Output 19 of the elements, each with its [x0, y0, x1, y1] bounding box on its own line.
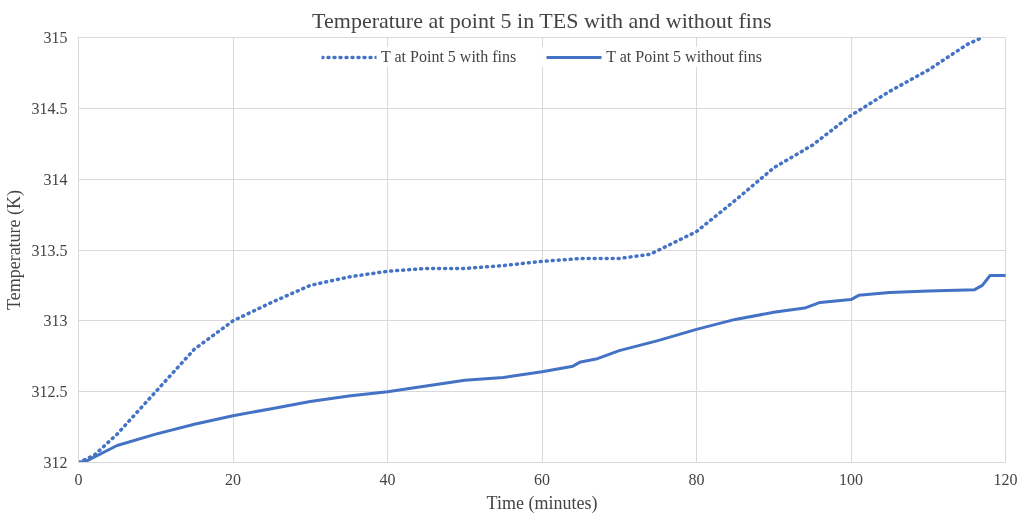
- y-tick-label: 312: [43, 454, 68, 471]
- legend-label: T at Point 5 with fins: [381, 48, 517, 66]
- y-tick-label: 312.5: [31, 383, 68, 401]
- x-tick-label: 0: [74, 470, 83, 488]
- legend-label: T at Point 5 without fins: [606, 48, 762, 66]
- y-tick-label: 314.5: [31, 99, 68, 117]
- x-tick-label: 120: [993, 470, 1018, 488]
- x-tick-label: 100: [839, 470, 863, 488]
- y-tick-label: 313.5: [31, 241, 68, 259]
- x-axis-title: Time (minutes): [486, 492, 598, 514]
- x-tick-label: 60: [534, 470, 550, 488]
- x-tick-label: 40: [379, 470, 396, 488]
- y-tick-label: 313: [43, 312, 68, 330]
- y-axis-title: Temperature (K): [3, 189, 25, 311]
- y-tick-label: 315: [43, 29, 68, 46]
- chart-title: Temperature at point 5 in TES with and without fins: [312, 7, 772, 33]
- x-tick-label: 80: [688, 470, 705, 488]
- y-tick-label: 314: [43, 170, 68, 188]
- x-tick-label: 20: [225, 470, 241, 488]
